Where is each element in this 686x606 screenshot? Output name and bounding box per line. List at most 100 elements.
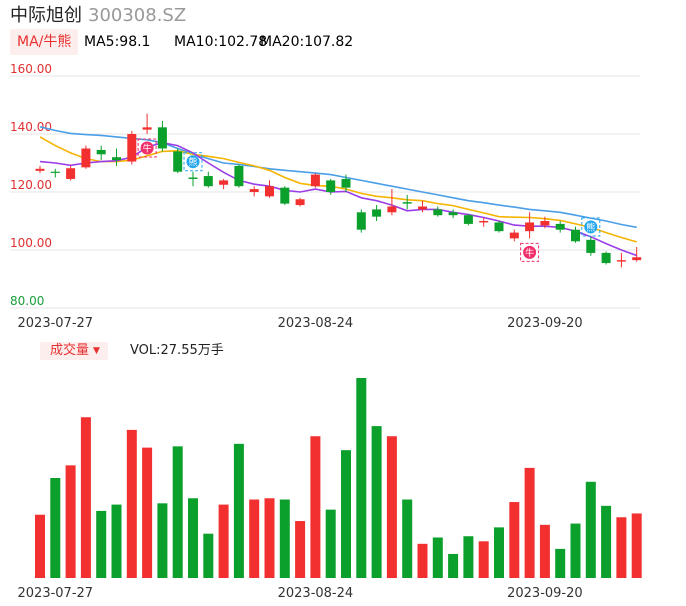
price-x-axis: 2023-07-27 2023-08-24 2023-09-20 <box>18 316 583 331</box>
x-tick-label: 2023-08-24 <box>278 586 354 601</box>
candle <box>142 113 152 134</box>
volume-bar <box>157 503 168 578</box>
badge-dot <box>140 141 154 155</box>
candle-body <box>66 168 76 179</box>
bear-signal-badge[interactable]: 熊 <box>581 217 601 237</box>
candle <box>433 206 443 217</box>
candle-body <box>219 180 229 185</box>
volume-x-axis: 2023-07-27 2023-08-24 2023-09-20 <box>18 586 583 601</box>
candlesticks <box>35 113 642 268</box>
candle-body <box>341 178 351 188</box>
candle-body <box>555 223 565 230</box>
volume-bar <box>509 502 520 578</box>
candle-body <box>448 212 458 216</box>
volume-bar <box>341 450 351 578</box>
candle-body <box>112 157 121 161</box>
candle <box>112 148 121 166</box>
volume-bar <box>555 548 566 578</box>
candle <box>295 197 305 207</box>
volume-bar <box>203 533 214 578</box>
candle-body <box>525 222 535 232</box>
candle <box>616 252 626 268</box>
ma-indicator-toggle[interactable]: MA/牛熊 <box>10 29 79 55</box>
ma10-layer <box>39 136 637 243</box>
candle <box>479 218 489 227</box>
candle <box>280 186 290 206</box>
candle <box>96 145 106 161</box>
badge-label: 牛 <box>525 247 534 259</box>
candle <box>356 209 366 233</box>
ma10-legend: MA10:102.78 <box>174 34 268 50</box>
stock-name: 中际旭创 <box>10 5 82 26</box>
candle <box>463 213 473 226</box>
candle <box>66 165 76 181</box>
y-tick-label: 140.00 <box>10 120 52 134</box>
candle-body <box>402 202 412 204</box>
ma5-line <box>39 141 637 257</box>
volume-bar <box>188 498 198 578</box>
ma5-layer <box>39 141 637 257</box>
volume-bar <box>585 481 596 578</box>
badge-frame <box>520 242 540 262</box>
candle <box>219 178 229 190</box>
candle <box>203 171 213 188</box>
volume-bar <box>35 514 45 578</box>
volume-bar <box>80 417 91 578</box>
candle-body <box>494 222 504 232</box>
candle-body <box>188 177 198 179</box>
volume-bar <box>478 541 489 578</box>
volume-bar <box>631 513 642 578</box>
volume-bar <box>279 499 290 578</box>
ma10-line <box>39 136 637 243</box>
volume-bar <box>371 426 382 578</box>
bear-signal-badge[interactable]: 熊 <box>183 152 203 172</box>
volume-bar <box>616 517 627 578</box>
volume-bar <box>142 447 153 578</box>
stock-title: 中际旭创 300308.SZ <box>10 4 186 28</box>
volume-bar <box>65 465 76 578</box>
candle-body <box>157 127 167 149</box>
volume-bar <box>325 509 336 578</box>
x-tick-label: 2023-09-20 <box>507 586 583 601</box>
candle-body <box>387 206 397 213</box>
volume-bar <box>432 537 443 578</box>
bull-signal-badge[interactable]: 牛 <box>520 242 540 262</box>
volume-bar <box>448 553 459 578</box>
price-grid <box>10 75 640 309</box>
volume-bar <box>402 499 413 578</box>
volume-bar <box>50 478 61 578</box>
ma5-legend: MA5:98.1 <box>84 34 151 50</box>
badge-frame <box>581 217 601 237</box>
badge-dot <box>584 220 598 234</box>
ma20-legend: MA20:107.82 <box>260 34 354 50</box>
y-tick-label: 100.00 <box>10 236 52 250</box>
candle <box>326 178 336 195</box>
candle <box>632 247 642 262</box>
candle-body <box>142 127 152 130</box>
candle <box>387 189 397 216</box>
volume-bar <box>570 523 581 578</box>
x-tick-label: 2023-08-24 <box>278 316 354 331</box>
badge-dot <box>186 155 200 169</box>
candle-body <box>571 229 580 242</box>
candle-body <box>326 180 336 192</box>
x-tick-label: 2023-07-27 <box>18 586 94 601</box>
stock-code: 300308.SZ <box>88 5 187 26</box>
bull-signal-badge[interactable]: 牛 <box>137 138 157 158</box>
candle-body <box>586 239 596 253</box>
volume-bar <box>264 498 275 578</box>
candle-body <box>50 171 60 173</box>
volume-bar <box>126 429 137 578</box>
candle-body <box>295 199 305 206</box>
candle-body <box>127 134 137 162</box>
candle-body <box>433 209 443 216</box>
volume-bar <box>172 446 183 578</box>
volume-indicator-toggle[interactable]: 成交量 ▼ <box>40 342 108 360</box>
volume-bar <box>295 521 306 578</box>
candle-body <box>479 221 489 223</box>
candle <box>372 205 382 221</box>
volume-bar <box>233 443 244 578</box>
x-tick-label: 2023-09-20 <box>507 316 583 331</box>
volume-bar <box>386 436 397 578</box>
